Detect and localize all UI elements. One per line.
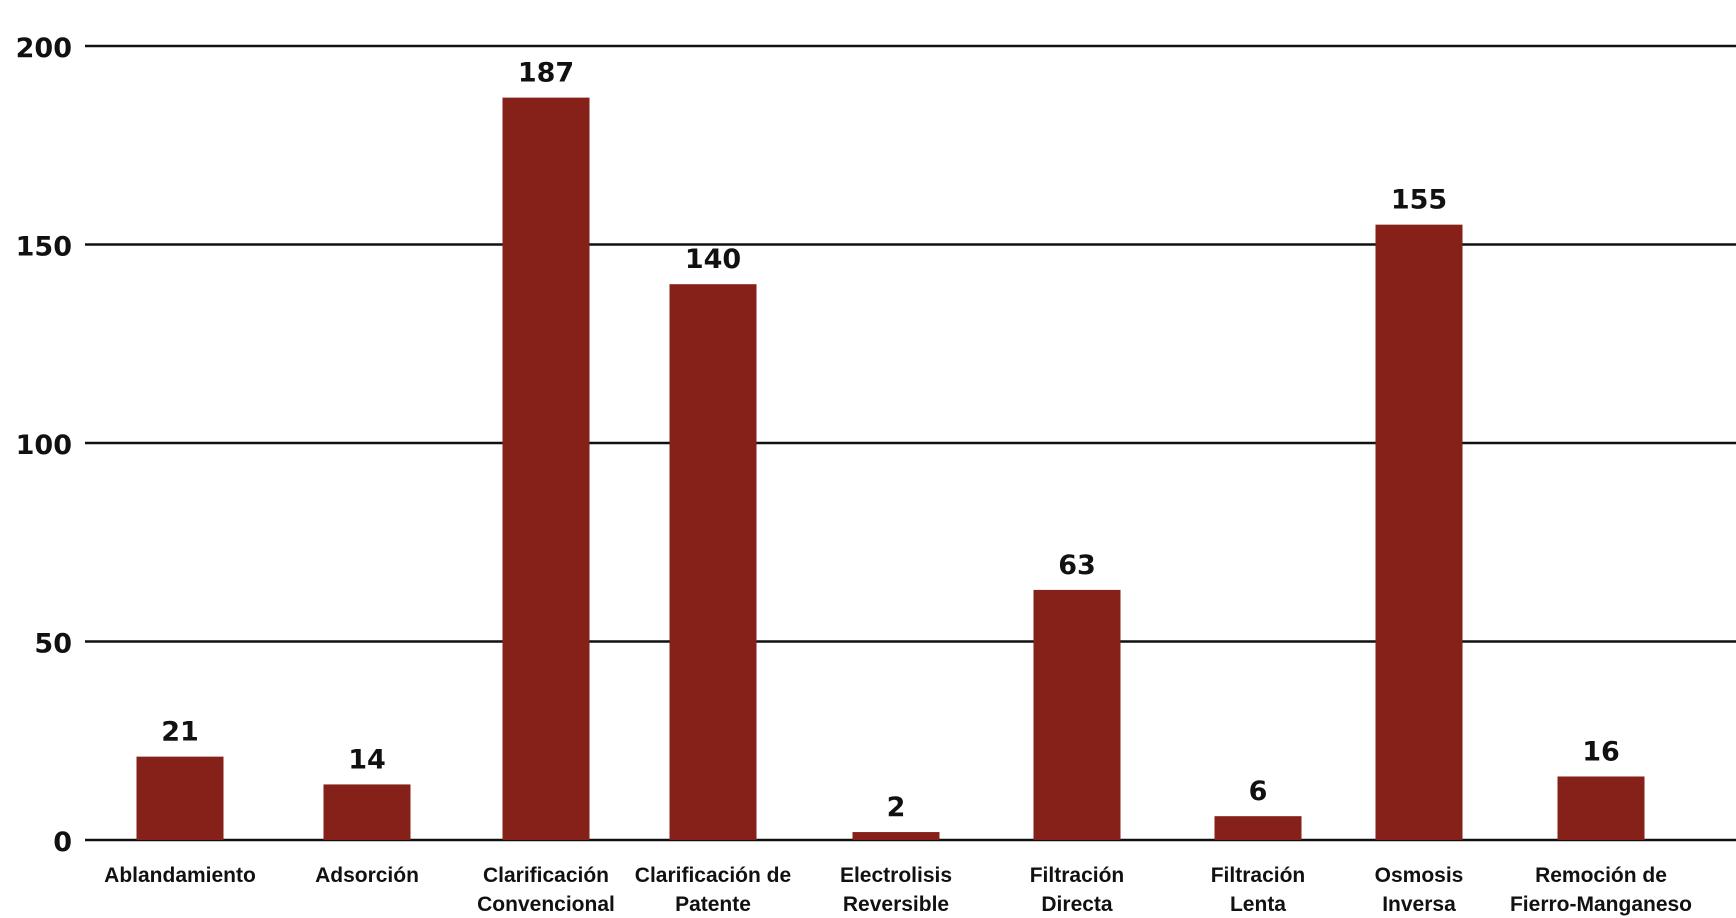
x-tick-label-line: Filtración	[1211, 864, 1306, 887]
y-tick-label-200: 200	[16, 33, 72, 64]
data-label-1: 14	[348, 744, 386, 775]
data-label-3: 140	[685, 244, 741, 275]
y-tick-label-50: 50	[34, 629, 72, 660]
x-tick-label-line: Filtración	[1030, 864, 1125, 887]
x-axis-ticks: Ablandamiento Adsorción Clarificación Conve…	[104, 864, 1692, 916]
x-tick-label-line: Clarificación de	[635, 864, 791, 887]
bar-6	[1214, 816, 1302, 840]
bars	[136, 97, 1645, 841]
data-label-4: 2	[887, 792, 906, 823]
bar-1	[323, 784, 411, 840]
x-tick-label-line: Clarificación	[483, 864, 609, 887]
x-tick-label-5: Filtración Directa	[1030, 864, 1125, 916]
x-tick-label-3: Clarificación de Patente	[635, 864, 791, 916]
bar-4	[852, 832, 940, 840]
x-tick-label-line: Patente	[675, 893, 751, 916]
gridlines	[85, 44, 1736, 842]
x-tick-label-line: Electrolisis	[840, 864, 952, 887]
data-label-5: 63	[1058, 550, 1096, 581]
x-tick-label-line: Directa	[1041, 893, 1113, 916]
data-label-6: 6	[1249, 776, 1268, 807]
bar-7	[1375, 224, 1463, 840]
data-label-2: 187	[518, 58, 574, 89]
y-tick-label-0: 0	[53, 827, 72, 858]
x-tick-label-1: Adsorción	[315, 864, 419, 887]
x-tick-label-line: Adsorción	[315, 864, 419, 887]
x-tick-label-4: Electrolisis Reversible	[840, 864, 952, 916]
bar-2	[502, 97, 590, 841]
x-tick-label-line: Lenta	[1230, 893, 1286, 916]
y-tick-label-150: 150	[16, 232, 72, 263]
x-tick-label-line: Convencional	[477, 893, 615, 916]
x-tick-label-8: Remoción de Fierro-Manganeso	[1510, 864, 1692, 916]
data-labels: 21 14 187 140 2 63 6 155 16	[161, 58, 1620, 823]
x-tick-label-6: Filtración Lenta	[1211, 864, 1306, 916]
bar-5	[1033, 589, 1121, 840]
x-tick-label-line: Remoción de	[1535, 864, 1667, 887]
bar-0	[136, 756, 224, 840]
bar-8	[1557, 776, 1645, 840]
x-tick-label-0: Ablandamiento	[104, 864, 256, 887]
x-tick-label-2: Clarificación Convencional	[477, 864, 615, 916]
data-label-7: 155	[1391, 185, 1447, 216]
y-tick-label-100: 100	[16, 430, 72, 461]
data-label-8: 16	[1582, 736, 1620, 767]
data-label-0: 21	[161, 717, 199, 748]
x-tick-label-7: Osmosis Inversa	[1375, 864, 1464, 916]
y-axis-ticks: 0 50 100 150 200	[16, 33, 72, 858]
x-tick-label-line: Fierro-Manganeso	[1510, 893, 1692, 916]
bar-3	[669, 284, 757, 840]
x-tick-label-line: Ablandamiento	[104, 864, 256, 887]
x-tick-label-line: Reversible	[843, 893, 949, 916]
x-tick-label-line: Inversa	[1382, 893, 1456, 916]
x-tick-label-line: Osmosis	[1375, 864, 1464, 887]
